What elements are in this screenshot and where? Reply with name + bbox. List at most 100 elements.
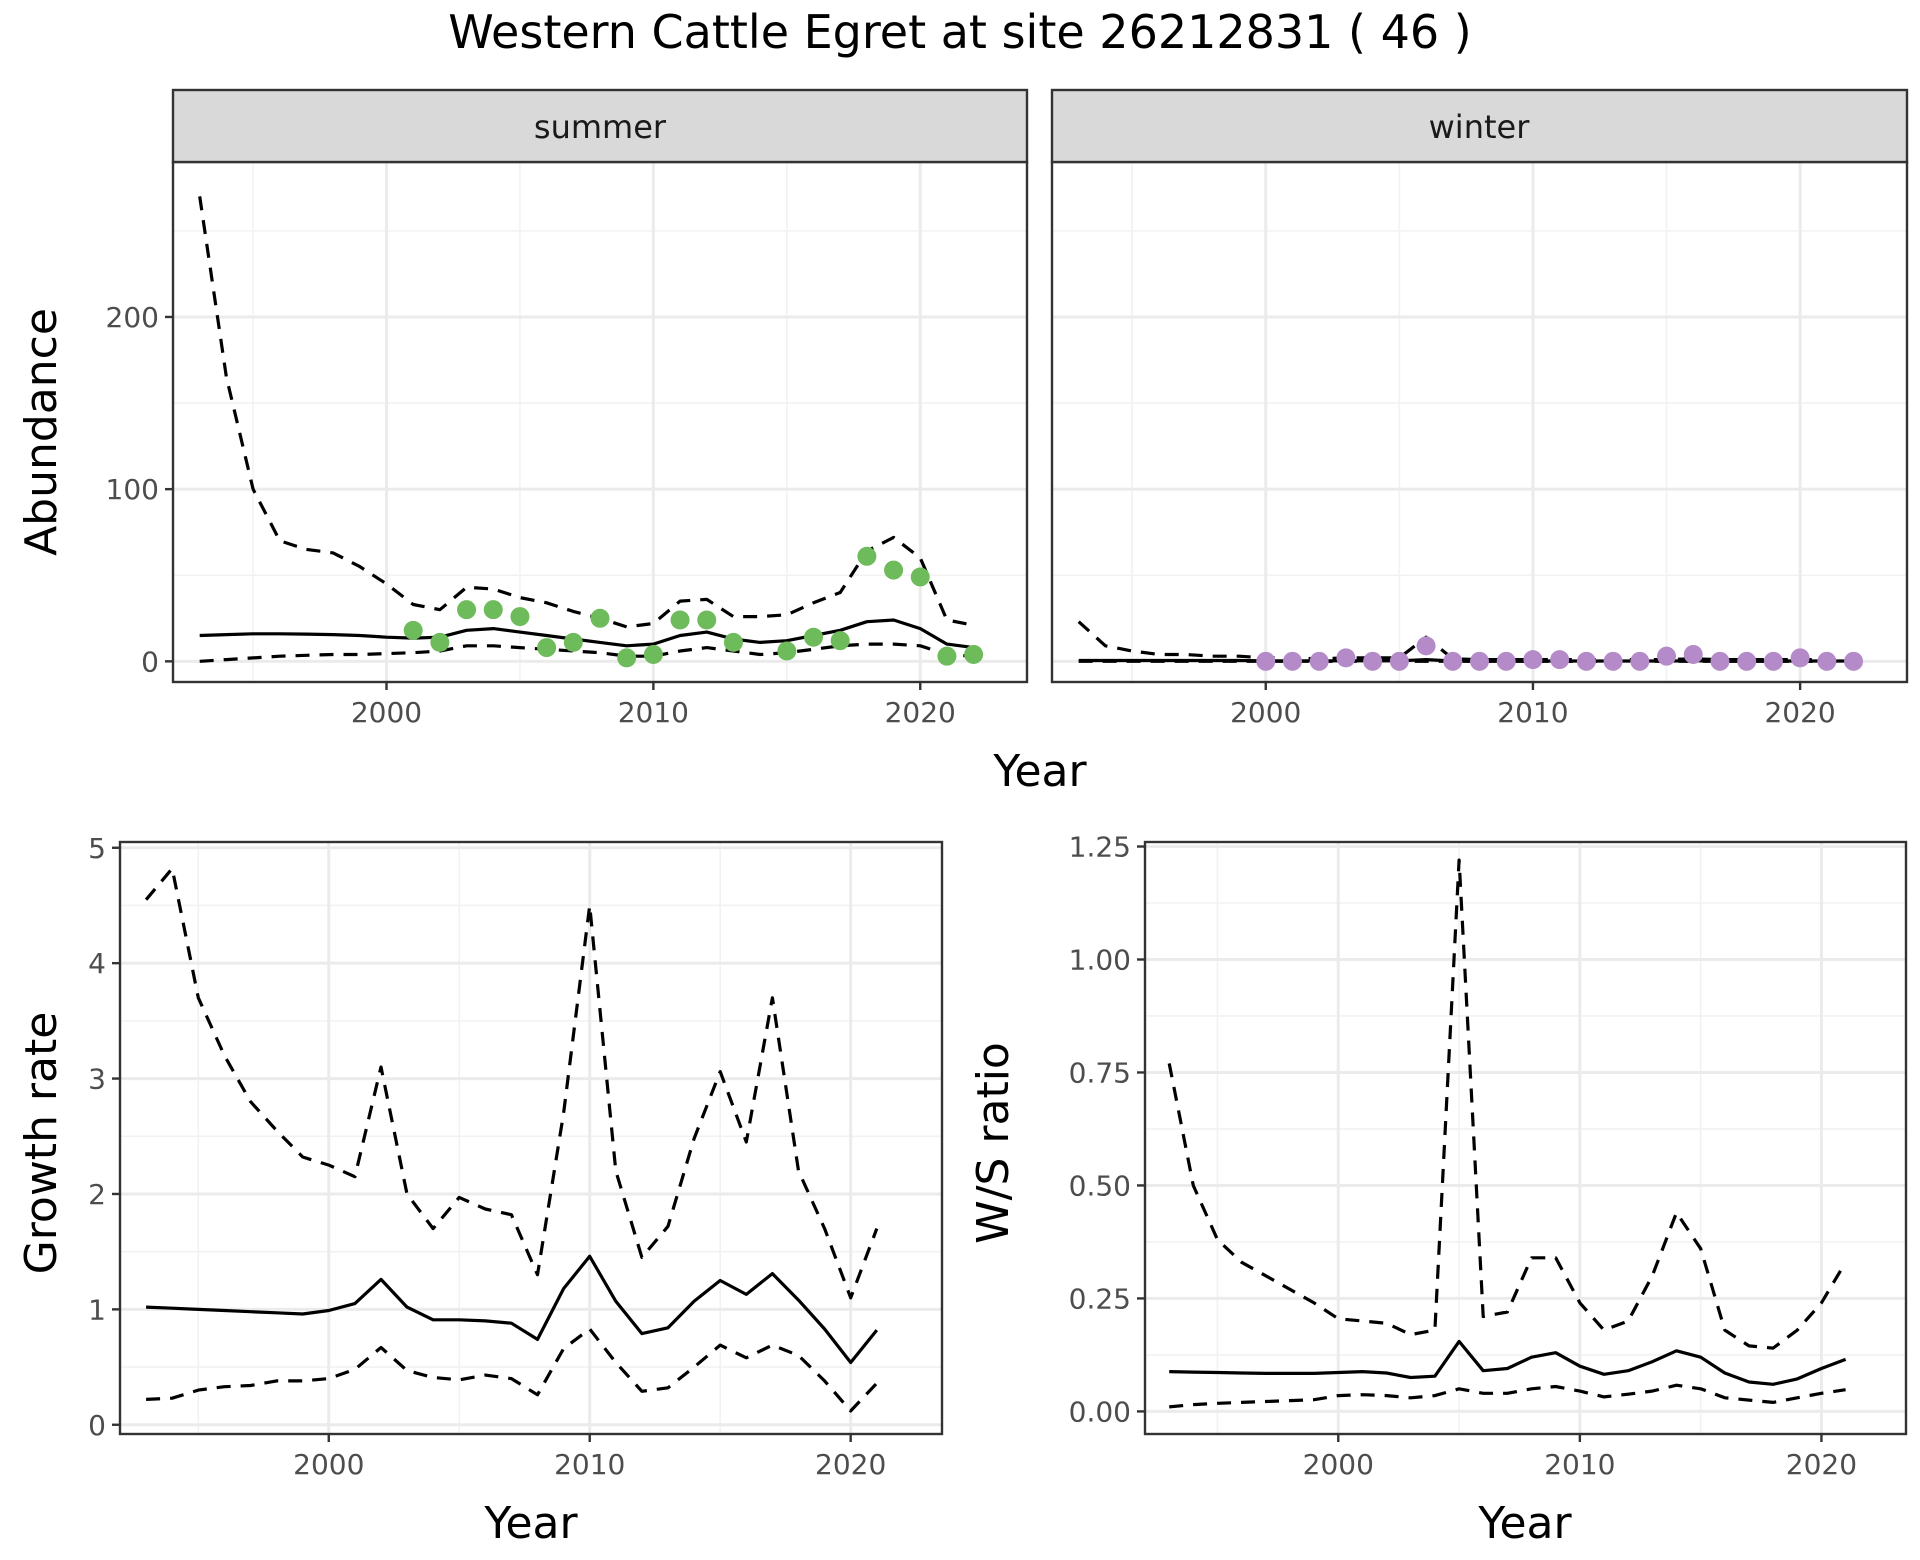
ws-ratio-upper-line: [1167, 858, 1847, 1350]
ws-ratio-x-tick-label: 2000: [1303, 1448, 1374, 1481]
abundance-summer-point: [590, 608, 610, 628]
abundance-winter-point: [1603, 651, 1623, 671]
abundance-summer-y-tick-label: 0: [141, 645, 159, 678]
growth-rate-y-tick-label: 0: [88, 1409, 106, 1442]
winter-strip-label: winter: [1429, 108, 1531, 146]
abundance-winter-point: [1683, 644, 1703, 664]
ws-ratio-y-axis-title: W/S ratio: [968, 1042, 1019, 1244]
ws-ratio-mean-line: [1169, 1339, 1847, 1386]
abundance-winter-point: [1790, 648, 1810, 668]
abundance-winter-x-tick-label: 2010: [1497, 696, 1568, 729]
abundance-y-axis-title: Abundance: [16, 308, 67, 556]
ws-ratio-y-tick-label: 0.75: [1069, 1056, 1131, 1089]
abundance-summer-point: [563, 632, 583, 652]
growth-rate-x-tick-label: 2020: [815, 1448, 886, 1481]
abundance-summer-point: [617, 648, 637, 668]
abundance-summer-y-tick-label: 200: [106, 301, 159, 334]
abundance-summer-point: [670, 610, 690, 630]
abundance-winter-point: [1443, 651, 1463, 671]
abundance-winter-point: [1363, 651, 1383, 671]
abundance-summer-y-tick-label: 100: [106, 473, 159, 506]
ws-ratio-y-tick-label: 1.00: [1069, 943, 1131, 976]
abundance-summer-point: [537, 638, 557, 658]
ws-ratio-x-axis-title: Year: [1477, 1498, 1572, 1549]
summer-abundance-panel: 2000 2010 2020 0 100 200: [106, 160, 1029, 729]
abundance-winter-point: [1576, 651, 1596, 671]
abundance-summer-upper-line: [198, 196, 974, 629]
winter-strip-background: [1050, 88, 1909, 164]
abundance-winter-panel-border: [1050, 160, 1909, 684]
abundance-winter-x-tick-label: 2000: [1230, 696, 1301, 729]
chart-title: Western Cattle Egret at site 26212831 ( …: [448, 5, 1471, 59]
abundance-summer-point: [723, 632, 743, 652]
abundance-winter-point: [1256, 651, 1276, 671]
abundance-winter-point: [1282, 651, 1302, 671]
growth-rate-y-tick-label: 2: [88, 1178, 106, 1211]
summer-strip: summer: [171, 88, 1029, 164]
abundance-summer-point: [910, 567, 930, 587]
abundance-summer-x-tick-label: 2020: [885, 696, 956, 729]
ws-ratio-x-tick-label: 2020: [1786, 1448, 1857, 1481]
abundance-winter-point: [1336, 648, 1356, 668]
abundance-winter-point: [1630, 651, 1650, 671]
growth-rate-panel: 2000 2010 2020 0 1 2 3 4 5: [88, 832, 944, 1481]
abundance-winter-point: [1416, 636, 1436, 656]
ws-ratio-x-tick-label: 2010: [1544, 1448, 1615, 1481]
abundance-summer-point: [884, 560, 904, 580]
abundance-summer-x-tick-label: 2000: [351, 696, 422, 729]
abundance-winter-point: [1523, 650, 1543, 670]
abundance-x-axis-title: Year: [992, 746, 1087, 797]
ws-ratio-y-tick-label: 0.25: [1069, 1282, 1131, 1315]
ws-ratio-y-tick-label: 1.25: [1069, 831, 1131, 864]
abundance-winter-point: [1309, 651, 1329, 671]
growth-rate-lower-line: [146, 1327, 878, 1413]
growth-rate-x-tick-label: 2010: [554, 1448, 625, 1481]
winter-abundance-panel: 2000 2010 2020: [1050, 160, 1909, 729]
ws-ratio-panel: 2000 2010 2020 0.00 0.25 0.50 0.75 1.00 1.25: [1069, 831, 1908, 1481]
abundance-winter-point: [1389, 651, 1409, 671]
abundance-summer-point: [830, 631, 850, 651]
abundance-summer-point: [804, 627, 823, 647]
abundance-winter-upper-line: [1077, 620, 1854, 662]
abundance-winter-point: [1710, 651, 1730, 671]
abundance-summer-point: [430, 632, 450, 652]
growth-rate-y-tick-label: 5: [88, 832, 106, 865]
ws-ratio-y-tick-label: 0.00: [1069, 1395, 1131, 1428]
abundance-summer-point: [510, 607, 530, 627]
abundance-summer-point: [964, 644, 984, 664]
abundance-winter-point: [1817, 651, 1837, 671]
growth-rate-y-axis-title: Growth rate: [16, 1012, 67, 1275]
growth-rate-y-tick-label: 1: [88, 1293, 106, 1326]
abundance-summer-point: [457, 600, 477, 620]
abundance-summer-point: [403, 620, 423, 640]
growth-rate-y-tick-label: 3: [88, 1063, 106, 1096]
abundance-summer-point: [857, 546, 877, 566]
abundance-winter-point: [1657, 646, 1677, 666]
abundance-summer-point: [643, 644, 663, 664]
abundance-winter-point: [1496, 651, 1516, 671]
abundance-summer-panel-border: [171, 160, 1029, 684]
growth-rate-panel-border: [118, 840, 944, 1436]
winter-strip: winter: [1050, 88, 1909, 164]
summer-strip-label: summer: [534, 108, 667, 146]
abundance-summer-x-tick-label: 2010: [618, 696, 689, 729]
ws-ratio-lower-line: [1169, 1383, 1846, 1409]
ws-ratio-y-tick-label: 0.50: [1069, 1169, 1131, 1202]
abundance-summer-point: [937, 646, 957, 666]
growth-rate-y-tick-label: 4: [88, 947, 106, 980]
abundance-summer-point: [697, 610, 717, 630]
growth-rate-mean-line: [146, 1254, 879, 1365]
abundance-winter-point: [1844, 651, 1864, 671]
abundance-summer-lower-line: [199, 642, 974, 663]
abundance-winter-point: [1763, 651, 1783, 671]
growth-rate-x-tick-label: 2000: [293, 1448, 364, 1481]
summer-strip-background: [171, 88, 1029, 164]
abundance-winter-point: [1470, 651, 1489, 671]
growth-rate-upper-line: [144, 866, 879, 1300]
ws-ratio-panel-border: [1143, 840, 1908, 1436]
abundance-winter-point: [1550, 650, 1570, 670]
abundance-winter-x-tick-label: 2020: [1764, 696, 1835, 729]
abundance-summer-mean-line: [199, 618, 974, 650]
abundance-summer-point: [483, 600, 503, 620]
